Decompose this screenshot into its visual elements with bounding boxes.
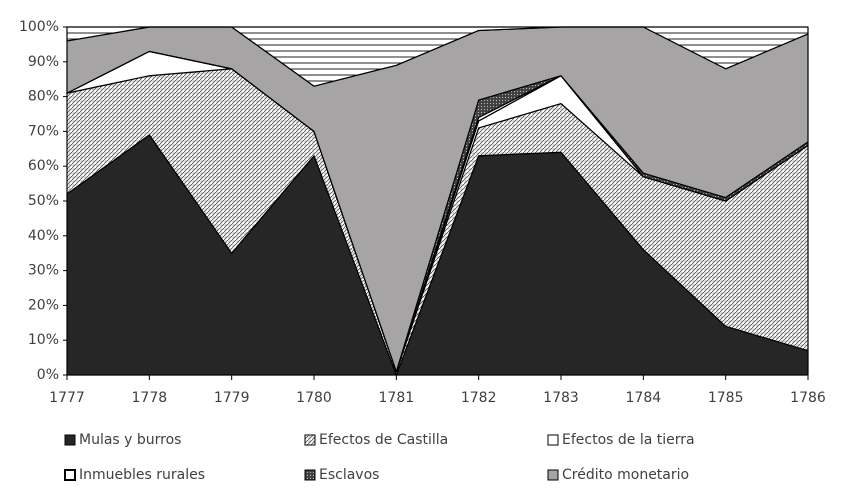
- legend-label: Inmuebles rurales: [79, 467, 205, 483]
- legend-label: Efectos de la tierra: [562, 432, 695, 448]
- y-tick-label: 10%: [28, 332, 59, 348]
- legend-swatch: [64, 434, 76, 446]
- x-tick-label: 1783: [543, 390, 579, 406]
- y-tick-label: 50%: [28, 193, 59, 209]
- x-tick-label: 1781: [379, 390, 415, 406]
- legend-swatch: [547, 434, 559, 446]
- area: [66, 26, 809, 87]
- legend-label: Crédito monetario: [562, 467, 689, 483]
- legend-swatch: [304, 469, 316, 481]
- y-tick-label: 30%: [28, 263, 59, 279]
- legend-swatch: [547, 469, 559, 481]
- x-tick-label: 1777: [49, 390, 85, 406]
- x-tick-label: 1778: [132, 390, 168, 406]
- legend-label: Esclavos: [319, 467, 379, 483]
- y-tick-label: 60%: [28, 158, 59, 174]
- legend-swatch: [304, 434, 316, 446]
- x-tick-label: 1785: [708, 390, 744, 406]
- x-tick-label: 1779: [214, 390, 250, 406]
- y-tick-label: 80%: [28, 89, 59, 105]
- x-tick-label: 1780: [296, 390, 332, 406]
- legend-label: Efectos de Castilla: [319, 432, 448, 448]
- x-tick-label: 1784: [626, 390, 662, 406]
- x-tick-label: 1782: [461, 390, 497, 406]
- y-tick-label: 40%: [28, 228, 59, 244]
- y-tick-label: 100%: [19, 19, 59, 35]
- x-tick-label: 1786: [790, 390, 826, 406]
- legend-label: Mulas y burros: [79, 432, 181, 448]
- y-tick-label: 90%: [28, 54, 59, 70]
- y-tick-label: 70%: [28, 123, 59, 139]
- legend-swatch: [64, 469, 76, 481]
- y-tick-label: 20%: [28, 297, 59, 313]
- y-tick-label: 0%: [37, 367, 59, 383]
